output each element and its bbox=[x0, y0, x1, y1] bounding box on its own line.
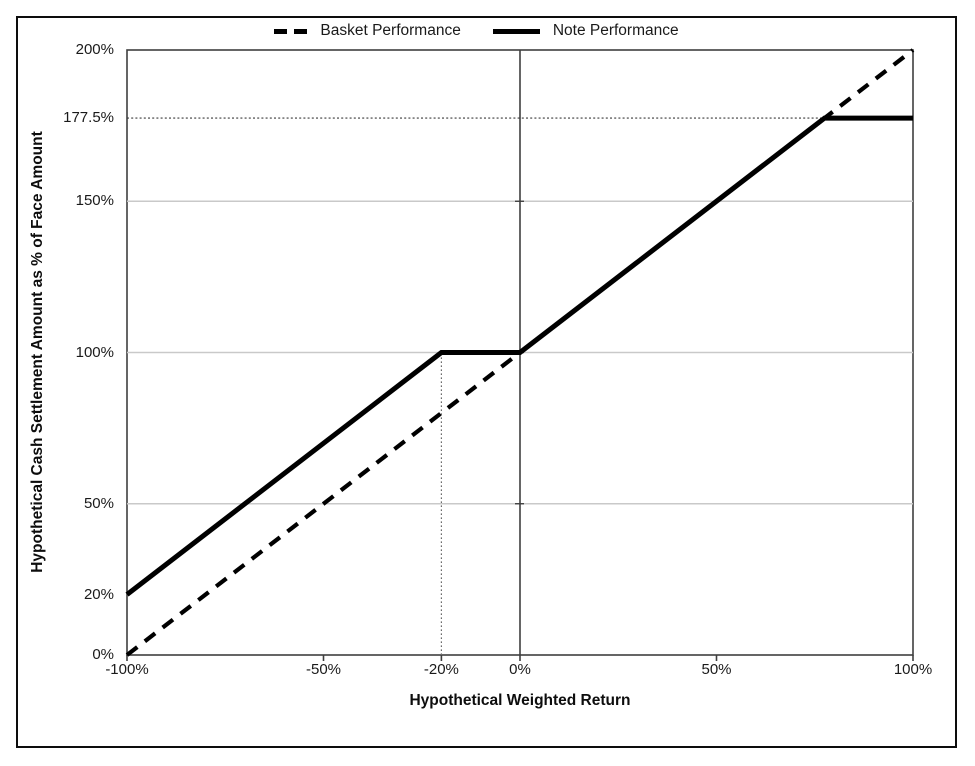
x-axis-title: Hypothetical Weighted Return bbox=[409, 692, 631, 709]
note-solid-line-sample bbox=[492, 28, 540, 34]
legend-label-note: Note Performance bbox=[552, 22, 679, 39]
legend-label-basket: Basket Performance bbox=[320, 22, 461, 39]
basket-dashed-line-sample bbox=[274, 28, 308, 34]
series-line-solid bbox=[125, 115, 913, 597]
y-axis-title: Hypothetical Cash Settlement Amount as %… bbox=[29, 131, 46, 573]
legend-entry-basket: Basket Performance bbox=[274, 19, 461, 43]
chart-legend: Basket Performance Note Performance bbox=[0, 19, 964, 43]
legend-entry-note: Note Performance bbox=[492, 19, 679, 43]
